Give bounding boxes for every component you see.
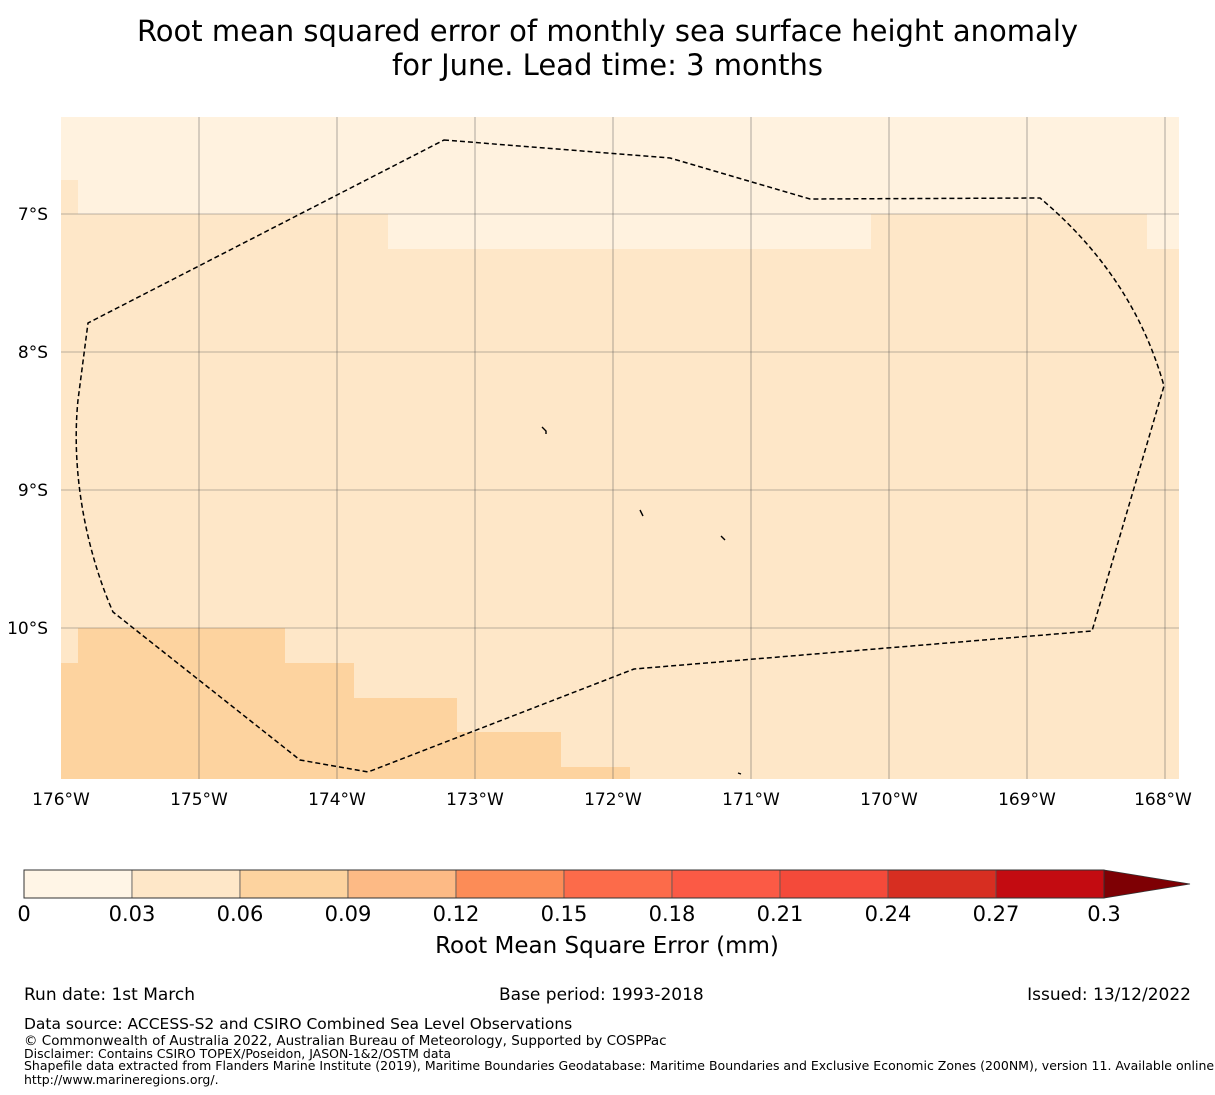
colorbar-segment — [671, 869, 781, 899]
island-2 — [639, 509, 644, 517]
colorbar-tick-label: 0.21 — [757, 902, 804, 926]
title-line-1: Root mean squared error of monthly sea s… — [136, 14, 1079, 48]
lon-tick-label: 170°W — [860, 790, 918, 810]
lon-tick-label: 175°W — [170, 790, 228, 810]
lat-tick-label: 7°S — [18, 205, 48, 225]
colorbar-tick-labels: 0 0.03 0.06 0.09 0.12 0.15 0.18 0.21 0.24 0.27 0.3 — [17, 902, 1120, 926]
eez-boundary — [75, 139, 1165, 773]
colorbar-segment — [995, 869, 1105, 899]
colorbar-tick-label: 0.3 — [1087, 902, 1120, 926]
map-svg: 7°S 8°S 9°S 10°S 176°W 175°W 174°W 173°W… — [7, 117, 1192, 810]
lat-tick-label: 9°S — [18, 481, 48, 501]
colorbar-tick-label: 0.09 — [325, 902, 372, 926]
lon-tick-label: 173°W — [446, 790, 504, 810]
lon-tick-label: 174°W — [308, 790, 366, 810]
colorbar-segment — [347, 869, 457, 899]
lon-tick-label: 171°W — [722, 790, 780, 810]
colorbar: 0 0.03 0.06 0.09 0.12 0.15 0.18 0.21 0.24 0.27 0.3… — [0, 860, 1215, 969]
colorbar-tick-label: 0.15 — [541, 902, 588, 926]
page-title: Root mean squared error of monthly sea s… — [0, 14, 1215, 82]
island-4 — [737, 772, 742, 775]
data-source: Data source: ACCESS-S2 and CSIRO Combine… — [24, 1015, 573, 1033]
colorbar-segments — [23, 869, 1191, 899]
colorbar-tick-label: 0.18 — [649, 902, 696, 926]
colorbar-tick-label: 0.24 — [865, 902, 912, 926]
map-panel: 7°S 8°S 9°S 10°S 176°W 175°W 174°W 173°W… — [0, 100, 1215, 824]
title-line-2: for June. Lead time: 3 months — [392, 48, 823, 82]
copyright: © Commonwealth of Australia 2022, Austra… — [24, 1033, 667, 1049]
colorbar-segment — [131, 869, 241, 899]
run-date: Run date: 1st March — [24, 985, 196, 1005]
lat-tick-label: 10°S — [7, 619, 48, 639]
disclaimer: Disclaimer: Contains CSIRO TOPEX/Poseido… — [24, 1046, 452, 1061]
lon-tick-labels: 176°W 175°W 174°W 173°W 172°W 171°W 170°… — [32, 790, 1192, 810]
colorbar-extend-arrow — [1103, 869, 1191, 899]
island-1 — [541, 426, 547, 434]
colorbar-segment — [887, 869, 997, 899]
lon-tick-label: 176°W — [32, 790, 90, 810]
colorbar-segment — [779, 869, 889, 899]
colorbar-svg: 0 0.03 0.06 0.09 0.12 0.15 0.18 0.21 0.24 0.27 0.3… — [17, 869, 1191, 959]
colorbar-segment — [563, 869, 673, 899]
colorbar-segment — [23, 869, 133, 899]
lon-tick-label: 169°W — [998, 790, 1056, 810]
colorbar-label: Root Mean Square Error (mm) — [435, 933, 779, 959]
lon-tick-label: 172°W — [584, 790, 642, 810]
colorbar-tick-label: 0.12 — [433, 902, 480, 926]
colorbar-tick-label: 0 — [17, 902, 30, 926]
islands — [541, 426, 742, 775]
colorbar-tick-label: 0.03 — [109, 902, 156, 926]
gridlines — [61, 117, 1179, 779]
issued-date: Issued: 13/12/2022 — [1027, 985, 1191, 1005]
colorbar-segment — [455, 869, 565, 899]
lon-tick-label: 168°W — [1134, 790, 1192, 810]
field-mid-bottom — [61, 628, 630, 779]
colorbar-tick-label: 0.06 — [217, 902, 264, 926]
footer-info-row: Run date: 1st March Base period: 1993-20… — [0, 985, 1215, 1009]
rmse-field — [61, 117, 1179, 779]
island-3 — [720, 535, 726, 541]
lat-tick-labels: 7°S 8°S 9°S 10°S — [7, 205, 48, 639]
colorbar-border — [23, 869, 1105, 899]
shapefile-credit: Shapefile data extracted from Flanders M… — [24, 1058, 1215, 1073]
field-low-top — [61, 117, 1179, 249]
base-period: Base period: 1993-2018 — [499, 985, 704, 1005]
colorbar-segment — [239, 869, 349, 899]
colorbar-tick-label: 0.27 — [973, 902, 1020, 926]
shapefile-url: http://www.marineregions.org/. — [24, 1072, 219, 1087]
lat-tick-label: 8°S — [18, 343, 48, 363]
